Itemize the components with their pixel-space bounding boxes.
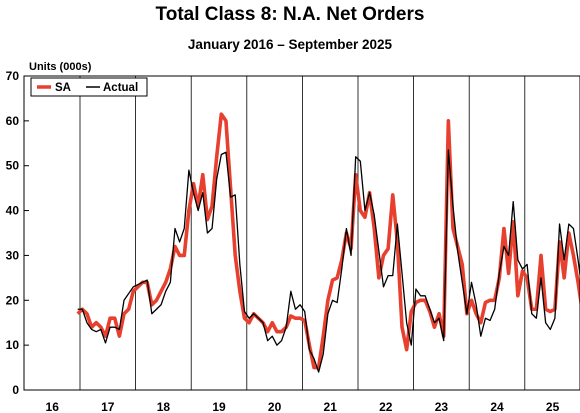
- x-tick-label: 17: [101, 400, 115, 413]
- x-tick-label: 23: [435, 400, 449, 413]
- y-tick-label: 40: [6, 204, 20, 218]
- legend-label-sa: SA: [55, 82, 71, 94]
- y-tick-label: 0: [12, 383, 19, 397]
- grid-layer: [79, 76, 526, 390]
- x-tick-label: 22: [379, 400, 393, 413]
- series-line-actual: [77, 149, 580, 373]
- y-tick-label: 30: [6, 248, 20, 262]
- plot-frame: [23, 75, 580, 391]
- legend-label-actual: Actual: [103, 82, 138, 94]
- legend: SA Actual: [30, 77, 148, 97]
- x-tick-label: 25: [546, 400, 560, 413]
- axis-layer: 0 10 20 30 40 50 60 70 16 17 18 19 20 21 22 23 24 25: [6, 69, 560, 413]
- y-tick-label: 10: [6, 338, 20, 352]
- x-tick-label: 19: [212, 400, 226, 413]
- x-tick-label: 18: [157, 400, 171, 413]
- y-axis-label: Units (000s): [29, 61, 92, 73]
- x-tick-label: 20: [268, 400, 282, 413]
- y-tick-label: 60: [6, 114, 20, 128]
- y-tick-label: 50: [6, 159, 20, 173]
- chart-subtitle: January 2016 – September 2025: [187, 37, 393, 52]
- chart-title: Total Class 8: N.A. Net Orders: [155, 4, 425, 25]
- series-line-sa: [76, 112, 580, 370]
- series-layer: [76, 112, 580, 373]
- x-tick-label: 16: [46, 400, 60, 413]
- x-tick-label: 21: [324, 400, 338, 413]
- x-tick-label: 24: [490, 400, 504, 413]
- y-tick-label: 20: [6, 293, 20, 307]
- y-tick-label: 70: [6, 69, 20, 83]
